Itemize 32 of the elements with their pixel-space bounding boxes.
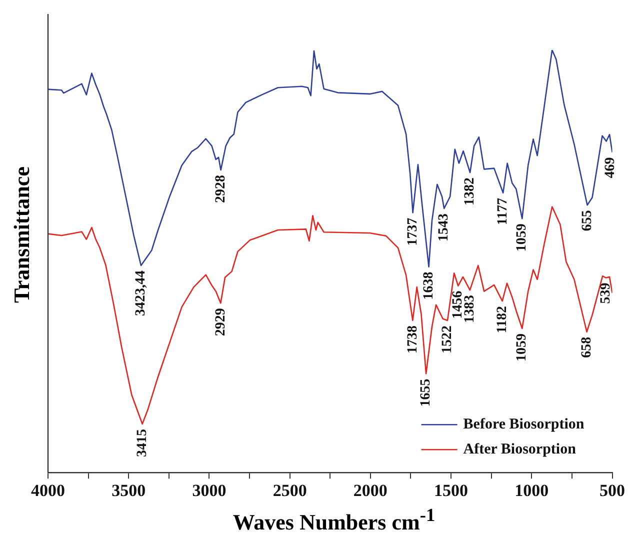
- legend-label: Before Biosorption: [463, 416, 585, 432]
- x-tick-label: 1000: [514, 481, 549, 500]
- legend-label: After Biosorption: [463, 441, 577, 458]
- annotation: 1382: [462, 178, 478, 206]
- y-axis-title: Transmittance: [9, 166, 35, 303]
- annotation: 3415: [134, 429, 150, 457]
- annotation: 1638: [421, 272, 436, 300]
- annotation: 1522: [440, 325, 456, 354]
- x-tick-label: 4000: [31, 481, 65, 500]
- annotation: 655: [580, 210, 595, 232]
- annotation: 1543: [436, 213, 452, 242]
- annotation: 3423,44: [134, 270, 149, 316]
- annotation: 1655: [418, 378, 434, 407]
- annotation: 1738: [405, 325, 420, 354]
- x-tick-label: 2500: [272, 481, 307, 500]
- annotation: 1182: [494, 306, 510, 334]
- annotation: 658: [579, 336, 594, 358]
- annotation: 1059: [514, 333, 530, 362]
- annotation: 1059: [514, 224, 530, 252]
- annotation: 1177: [496, 198, 511, 226]
- annotation: 1383: [462, 295, 478, 324]
- annotation: 539: [598, 282, 614, 304]
- x-tick-label: 3000: [192, 481, 226, 500]
- annotation: 1737: [405, 218, 420, 246]
- x-tick-label: 3500: [112, 481, 146, 500]
- x-tick-label: 1500: [434, 481, 468, 500]
- x-axis-title: Waves Numbers cm$^{-1}$: [232, 505, 436, 536]
- annotation: 2929: [213, 308, 228, 336]
- x-tick-label: 2000: [353, 481, 388, 500]
- x-tick-label: 500: [600, 481, 625, 500]
- annotation: 469: [602, 157, 618, 178]
- annotation: 2928: [213, 175, 228, 204]
